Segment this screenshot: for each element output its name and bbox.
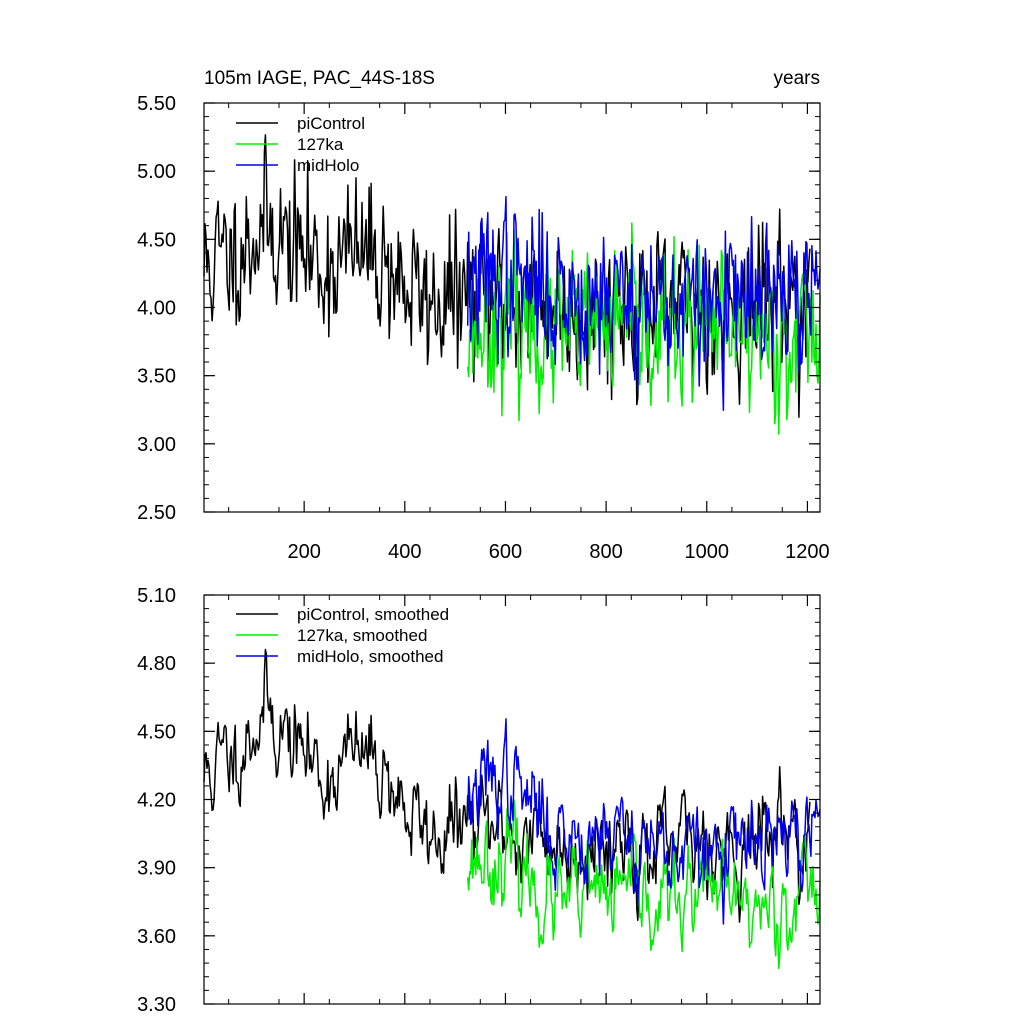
bottom-y-tick-label: 4.80 [137, 653, 176, 675]
top-y-tick-label: 5.50 [137, 93, 176, 115]
top-panel-series [203, 134, 821, 435]
top-panel-ticks: 2.50 3.00 3.50 4.00 4.50 5.00 5.50 200 400 600 800… [137, 93, 830, 563]
top-x-tick-label: 1200 [785, 541, 830, 563]
bottom-y-tick-label: 3.60 [137, 926, 176, 948]
figure-units: years [774, 68, 820, 89]
top-y-tick-label: 4.50 [137, 229, 176, 251]
bottom-legend-label-picontrol: piControl, smoothed [297, 605, 449, 624]
top-series-line-midholo [466, 195, 821, 412]
top-x-tick-label: 400 [388, 541, 421, 563]
bottom-panel-legend: piControl, smoothed 127ka, smoothed midHol… [236, 605, 449, 666]
top-y-tick-label: 4.00 [137, 298, 176, 320]
top-y-tick-label: 3.00 [137, 434, 176, 456]
bottom-series-line-midholo [466, 718, 821, 925]
top-x-tick-label: 800 [589, 541, 622, 563]
bottom-y-tick-label: 5.10 [137, 585, 176, 607]
top-panel: 2.50 3.00 3.50 4.00 4.50 5.00 5.50 200 400 600 800… [137, 93, 830, 563]
bottom-series-line-picontrol [203, 648, 811, 923]
bottom-legend-label-ka127: 127ka, smoothed [297, 626, 427, 645]
bottom-panel-ticks: 3.30 3.60 3.90 4.20 4.50 4.80 5.10 [137, 585, 820, 1016]
top-y-tick-label: 2.50 [137, 502, 176, 524]
top-y-tick-label: 3.50 [137, 366, 176, 388]
top-legend-label-picontrol: piControl [297, 114, 365, 133]
bottom-series-line-ka127 [466, 799, 821, 970]
bottom-y-tick-label: 3.90 [137, 858, 176, 880]
bottom-legend-label-midholo: midHolo, smoothed [297, 647, 443, 666]
bottom-y-tick-label: 4.50 [137, 721, 176, 743]
bottom-y-tick-label: 3.30 [137, 994, 176, 1016]
top-x-tick-label: 1000 [685, 541, 730, 563]
top-x-tick-label: 200 [287, 541, 320, 563]
top-x-tick-label: 600 [489, 541, 522, 563]
top-y-tick-label: 5.00 [137, 161, 176, 183]
top-legend-label-midholo: midHolo [297, 156, 359, 175]
bottom-panel: 3.30 3.60 3.90 4.20 4.50 4.80 5.10 piControl, … [137, 585, 821, 1016]
bottom-panel-series [203, 648, 821, 970]
figure-title: 105m IAGE, PAC_44S-18S [204, 68, 435, 89]
bottom-y-tick-label: 4.20 [137, 790, 176, 812]
top-panel-legend: piControl 127ka midHolo [236, 114, 365, 175]
top-legend-label-ka127: 127ka [297, 135, 344, 154]
